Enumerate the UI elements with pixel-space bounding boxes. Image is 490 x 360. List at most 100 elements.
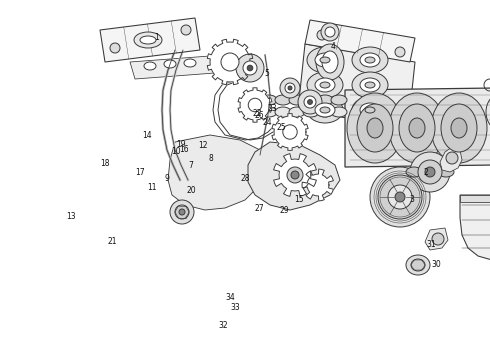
Ellipse shape: [110, 43, 120, 53]
Ellipse shape: [410, 152, 450, 192]
Polygon shape: [298, 44, 415, 128]
Text: 25: 25: [277, 123, 287, 132]
Text: 27: 27: [255, 204, 265, 213]
Text: 33: 33: [230, 303, 240, 312]
Ellipse shape: [418, 160, 442, 184]
Ellipse shape: [322, 51, 338, 73]
Ellipse shape: [438, 167, 454, 177]
Polygon shape: [302, 169, 333, 201]
Ellipse shape: [352, 97, 388, 123]
Ellipse shape: [406, 167, 422, 177]
Ellipse shape: [360, 53, 380, 67]
Ellipse shape: [320, 82, 330, 88]
Polygon shape: [460, 195, 490, 260]
Text: 26: 26: [255, 111, 265, 120]
Ellipse shape: [315, 53, 335, 67]
Text: 7: 7: [189, 161, 194, 170]
Ellipse shape: [451, 118, 467, 138]
Ellipse shape: [331, 95, 347, 105]
Ellipse shape: [399, 104, 435, 152]
Ellipse shape: [425, 167, 435, 177]
Ellipse shape: [287, 167, 303, 183]
Ellipse shape: [261, 95, 277, 105]
Polygon shape: [207, 39, 253, 85]
Ellipse shape: [175, 205, 189, 219]
Text: 14: 14: [142, 131, 152, 140]
Ellipse shape: [303, 95, 319, 105]
Text: 9: 9: [164, 174, 169, 183]
Ellipse shape: [406, 255, 430, 275]
Text: 21: 21: [108, 237, 118, 246]
Polygon shape: [168, 135, 265, 210]
Ellipse shape: [140, 36, 156, 44]
Ellipse shape: [307, 97, 343, 123]
Ellipse shape: [289, 95, 305, 105]
Text: 28: 28: [240, 174, 250, 183]
Ellipse shape: [221, 53, 239, 71]
Ellipse shape: [486, 94, 490, 130]
Text: 10: 10: [172, 147, 181, 156]
Ellipse shape: [289, 107, 305, 117]
Ellipse shape: [431, 93, 487, 163]
Ellipse shape: [365, 82, 375, 88]
Ellipse shape: [367, 118, 383, 138]
Ellipse shape: [315, 103, 335, 117]
Ellipse shape: [285, 83, 295, 93]
Text: 19: 19: [176, 140, 186, 149]
Ellipse shape: [432, 233, 444, 245]
Ellipse shape: [275, 95, 291, 105]
Ellipse shape: [248, 98, 262, 112]
Text: 18: 18: [100, 159, 110, 168]
Ellipse shape: [317, 30, 327, 40]
Ellipse shape: [365, 107, 375, 113]
Text: 20: 20: [186, 186, 196, 195]
Ellipse shape: [320, 107, 330, 113]
Polygon shape: [238, 88, 272, 122]
Ellipse shape: [170, 200, 194, 224]
Ellipse shape: [261, 107, 277, 117]
Polygon shape: [460, 195, 490, 202]
Text: 17: 17: [135, 168, 145, 177]
Ellipse shape: [321, 23, 339, 41]
Ellipse shape: [395, 192, 405, 202]
Text: 3: 3: [409, 195, 414, 204]
Ellipse shape: [283, 125, 297, 139]
Polygon shape: [130, 56, 215, 79]
Ellipse shape: [181, 25, 191, 35]
Ellipse shape: [352, 47, 388, 73]
Ellipse shape: [441, 104, 477, 152]
Ellipse shape: [320, 57, 330, 63]
Ellipse shape: [184, 59, 196, 67]
Ellipse shape: [144, 62, 156, 70]
Text: 30: 30: [431, 260, 441, 269]
Ellipse shape: [352, 72, 388, 98]
Ellipse shape: [331, 107, 347, 117]
Polygon shape: [425, 228, 448, 250]
Text: 1: 1: [154, 33, 159, 42]
Ellipse shape: [360, 78, 380, 92]
Ellipse shape: [370, 167, 430, 227]
Ellipse shape: [316, 44, 344, 80]
Ellipse shape: [317, 107, 333, 117]
Ellipse shape: [304, 96, 316, 108]
Ellipse shape: [247, 95, 263, 105]
Ellipse shape: [307, 47, 343, 73]
Ellipse shape: [298, 90, 322, 114]
Ellipse shape: [288, 86, 292, 90]
Ellipse shape: [365, 57, 375, 63]
Ellipse shape: [307, 72, 343, 98]
Text: 34: 34: [225, 292, 235, 302]
Ellipse shape: [395, 47, 405, 57]
Ellipse shape: [317, 95, 333, 105]
Text: 22: 22: [252, 109, 262, 118]
Ellipse shape: [409, 118, 425, 138]
Ellipse shape: [315, 78, 335, 92]
Ellipse shape: [275, 107, 291, 117]
Text: 5: 5: [265, 69, 270, 78]
Polygon shape: [272, 114, 308, 150]
Text: 23: 23: [267, 104, 277, 113]
Ellipse shape: [378, 175, 422, 219]
Ellipse shape: [411, 259, 425, 271]
Ellipse shape: [243, 61, 257, 75]
Text: 8: 8: [208, 154, 213, 163]
